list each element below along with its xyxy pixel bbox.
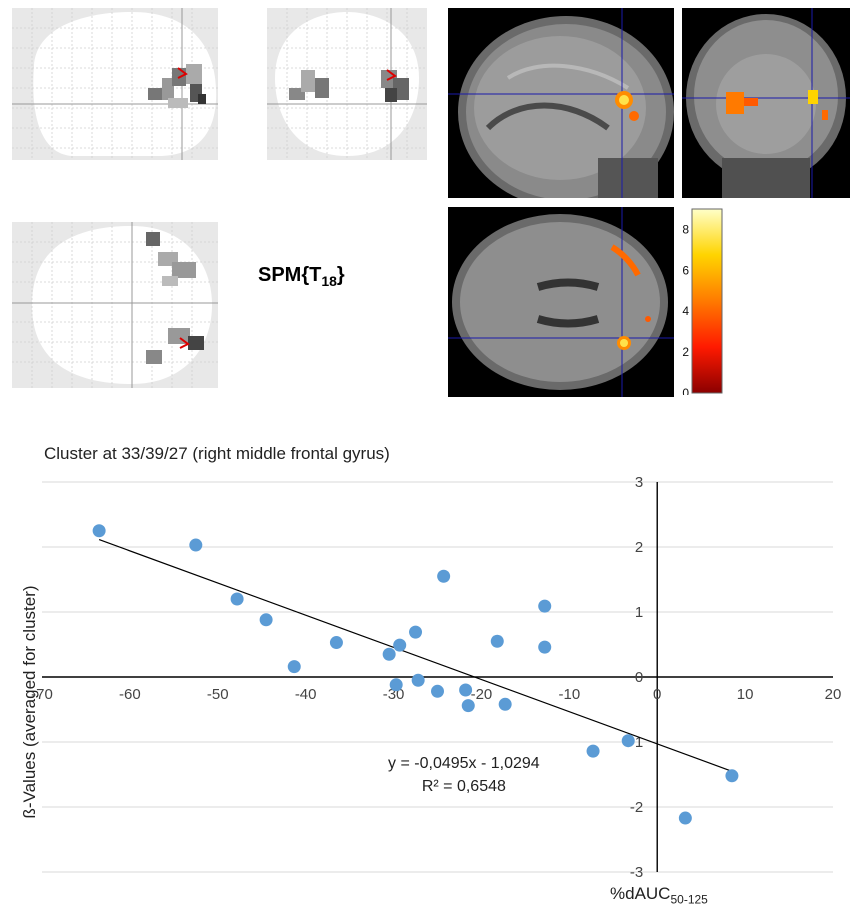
data-point: [287, 660, 301, 674]
data-point: [382, 647, 396, 661]
data-point: [461, 699, 475, 713]
data-point: [538, 640, 552, 654]
x-tick-label: -50: [207, 686, 229, 703]
data-point: [490, 634, 504, 648]
data-point: [459, 683, 473, 697]
colorbar-tick-label: 6: [682, 263, 689, 277]
glass-brain-axial: [12, 222, 218, 388]
trendline-equation: y = -0,0495x - 1,0294: [388, 755, 540, 772]
data-point: [92, 524, 106, 538]
data-point: [389, 678, 403, 692]
data-point: [411, 673, 425, 687]
data-point: [498, 697, 512, 711]
data-point: [437, 569, 451, 583]
data-point: [409, 625, 423, 639]
data-point: [725, 769, 739, 783]
x-axis-label: %dAUC50-125: [610, 884, 708, 907]
glass-brain-sagittal: [12, 8, 218, 160]
x-tick-label: -40: [295, 686, 317, 703]
x-tick-label: -60: [119, 686, 141, 703]
data-point: [538, 599, 552, 613]
y-tick-label: 2: [635, 539, 643, 556]
colorbar-tick-label: 4: [682, 304, 689, 318]
y-tick-label: 0: [635, 669, 643, 686]
data-point: [431, 684, 444, 698]
data-point: [621, 734, 635, 748]
colorbar-tick-label: 2: [682, 345, 689, 359]
x-tick-label: 20: [825, 686, 842, 703]
trendline: [98, 539, 733, 772]
colorbar-tick-label: 0: [682, 386, 689, 395]
mri-sagittal-slice: [448, 8, 674, 198]
y-tick-label: 3: [635, 474, 643, 491]
x-tick-label: 0: [653, 686, 661, 703]
y-tick-label: -2: [630, 799, 643, 816]
r-squared-label: R² = 0,6548: [422, 778, 506, 795]
chart-title: Cluster at 33/39/27 (right middle fronta…: [44, 444, 390, 463]
mri-coronal-slice: [682, 8, 850, 198]
data-point: [230, 592, 244, 606]
data-point: [586, 744, 600, 758]
data-point: [259, 613, 273, 627]
x-tick-label: -70: [31, 686, 53, 703]
x-tick-label: -20: [471, 686, 493, 703]
mri-axial-slice: [448, 207, 674, 397]
colorbar-tick-label: 8: [682, 222, 689, 236]
y-tick-label: 1: [635, 604, 643, 621]
data-point: [189, 538, 203, 552]
y-tick-label: -3: [630, 864, 643, 881]
x-tick-label: -10: [558, 686, 580, 703]
glass-brain-coronal: [267, 8, 427, 160]
data-point: [393, 638, 407, 652]
x-tick-label: 10: [737, 686, 754, 703]
data-point: [678, 811, 692, 825]
data-point: [329, 636, 343, 650]
colorbar: 0 2 4 6 8: [682, 208, 723, 395]
spm-label: SPM{T18}: [258, 264, 345, 289]
